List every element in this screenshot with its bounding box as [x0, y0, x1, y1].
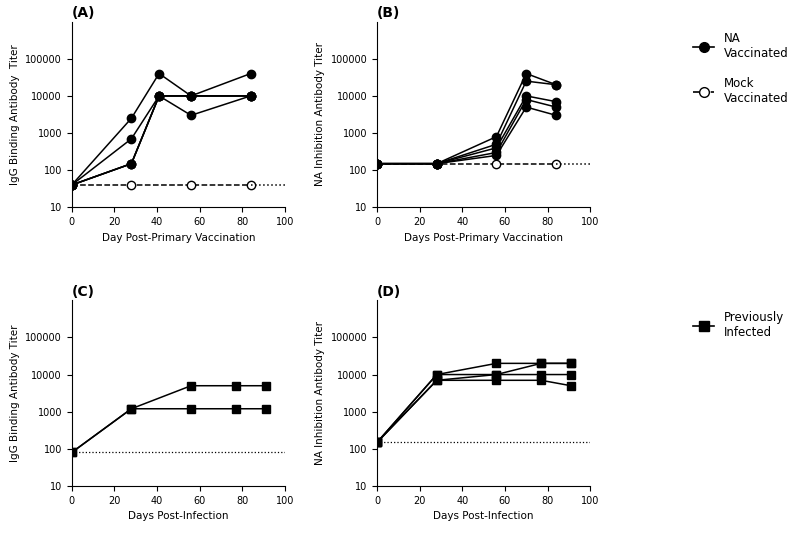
Y-axis label: IgG Binding Antibody Titer: IgG Binding Antibody Titer [10, 325, 20, 462]
Y-axis label: NA Inhibition Antibody Titer: NA Inhibition Antibody Titer [315, 321, 325, 465]
X-axis label: Days Post-Primary Vaccination: Days Post-Primary Vaccination [404, 233, 563, 242]
Text: (A): (A) [72, 6, 95, 21]
Text: (D): (D) [377, 285, 402, 299]
Text: (B): (B) [377, 6, 400, 21]
X-axis label: Day Post-Primary Vaccination: Day Post-Primary Vaccination [101, 233, 255, 242]
Legend: Previously
Infected: Previously Infected [689, 306, 789, 343]
Y-axis label: IgG Binding Antibody  Titer: IgG Binding Antibody Titer [10, 44, 20, 185]
X-axis label: Days Post-Infection: Days Post-Infection [434, 511, 534, 521]
Legend: NA
Vaccinated, Mock
Vaccinated: NA Vaccinated, Mock Vaccinated [689, 28, 793, 110]
X-axis label: Days Post-Infection: Days Post-Infection [128, 511, 229, 521]
Y-axis label: NA Inhibition Antibody Titer: NA Inhibition Antibody Titer [315, 43, 325, 186]
Text: (C): (C) [72, 285, 95, 299]
